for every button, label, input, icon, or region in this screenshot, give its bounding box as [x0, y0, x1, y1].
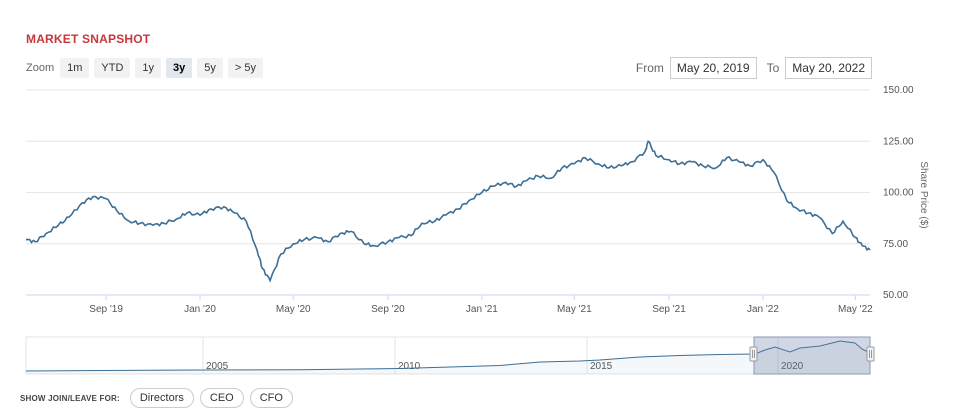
- navigator-year-label: 2010: [398, 361, 421, 372]
- navigator-frame: [25, 336, 871, 375]
- x-tick-label: Jan '20: [184, 304, 216, 315]
- zoom-3y-button[interactable]: 3y: [166, 58, 193, 78]
- cfo-button[interactable]: CFO: [249, 388, 293, 408]
- ceo-button[interactable]: CEO: [199, 388, 244, 408]
- zoom-1m-button[interactable]: 1m: [60, 58, 90, 78]
- navigator-series: [25, 340, 871, 372]
- y-tick-label: 75.00: [883, 239, 908, 250]
- navigator-mask: [753, 336, 871, 375]
- x-tick-label: May '21: [557, 304, 592, 315]
- y-axis: 150.00 125.00 100.00 75.00 50.00: [883, 85, 914, 301]
- navigator-year-label: 2020: [781, 361, 804, 372]
- directors-button[interactable]: Directors: [129, 388, 194, 408]
- to-label: To: [766, 61, 780, 75]
- y-axis-label: Share Price ($): [918, 161, 929, 228]
- x-tick-label: Jan '21: [466, 304, 498, 315]
- x-tick-label: Sep '21: [652, 304, 686, 315]
- grid-lines: [26, 89, 870, 245]
- zoom-max-button[interactable]: > 5y: [227, 58, 264, 78]
- x-tick-label: May '20: [276, 304, 311, 315]
- page-title: MARKET SNAPSHOT: [26, 32, 151, 46]
- zoom-1y-button[interactable]: 1y: [135, 58, 162, 78]
- x-tick-label: Jan '22: [747, 304, 779, 315]
- navigator-year-label: 2005: [206, 361, 229, 372]
- to-date-input[interactable]: May 20, 2022: [785, 57, 872, 79]
- y-tick-label: 50.00: [883, 290, 908, 301]
- x-tick-label: Sep '19: [89, 304, 123, 315]
- navigator-handle-right[interactable]: [866, 346, 875, 362]
- y-tick-label: 100.00: [883, 188, 914, 199]
- zoom-controls: Zoom 1m YTD 1y 3y 5y > 5y: [26, 58, 268, 78]
- series-line: [25, 139, 871, 283]
- navigator-year-label: 2015: [590, 361, 613, 372]
- zoom-ytd-button[interactable]: YTD: [94, 58, 131, 78]
- navigator-handle-left[interactable]: [749, 346, 758, 362]
- date-range: From May 20, 2019 To May 20, 2022: [636, 57, 872, 79]
- from-date-input[interactable]: May 20, 2019: [669, 57, 757, 79]
- y-tick-label: 125.00: [883, 136, 914, 147]
- navigator[interactable]: 2005 2010 2015 2020: [25, 336, 875, 375]
- zoom-5y-button[interactable]: 5y: [197, 58, 223, 78]
- join-leave-filter: SHOW JOIN/LEAVE FOR: Directors CEO CFO: [20, 388, 299, 408]
- zoom-label: Zoom: [26, 62, 55, 74]
- y-tick-label: 150.00: [883, 85, 914, 96]
- x-tick-label: May '22: [838, 304, 873, 315]
- from-label: From: [635, 61, 664, 75]
- join-leave-label: SHOW JOIN/LEAVE FOR:: [20, 393, 120, 403]
- x-tick-label: Sep '20: [371, 304, 405, 315]
- x-axis: Sep '19 Jan '20 May '20 Sep '20 Jan '21 May '…: [89, 295, 873, 315]
